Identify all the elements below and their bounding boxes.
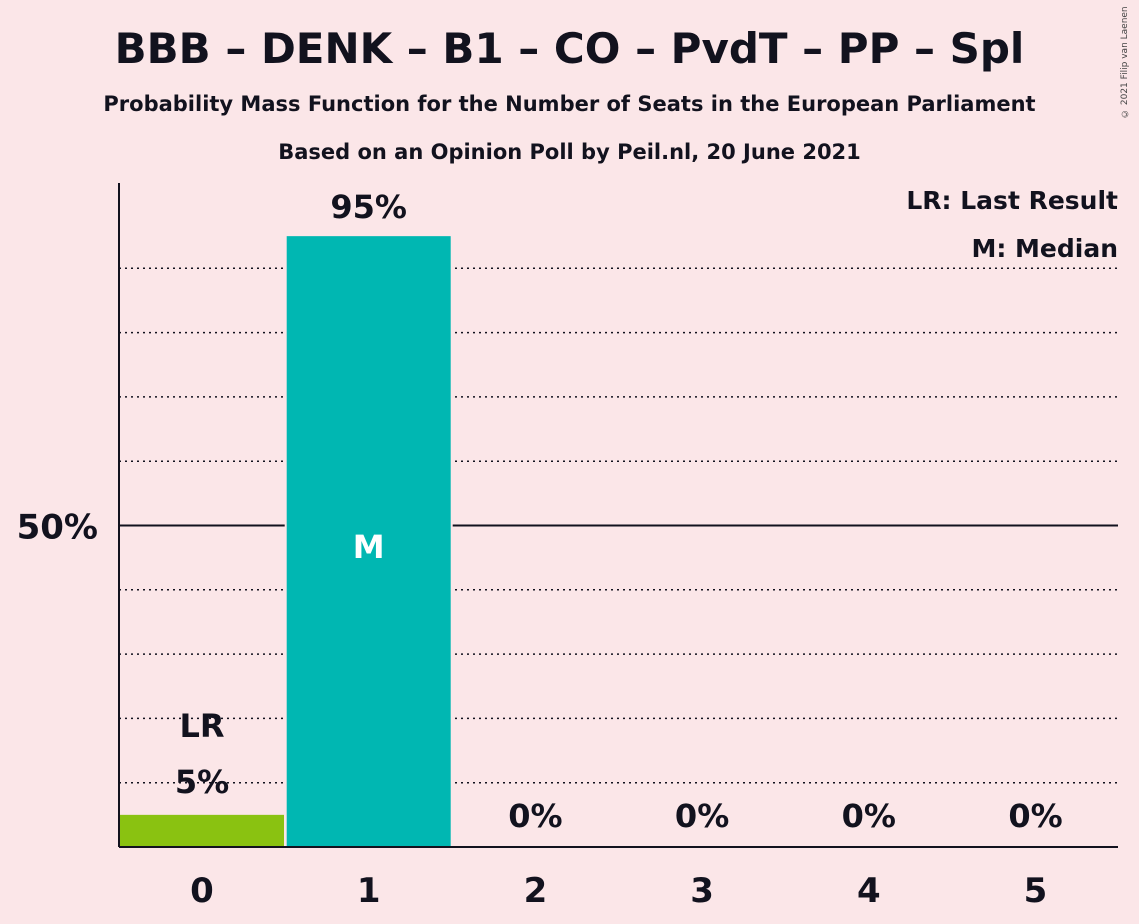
x-tick-label: 0 — [190, 871, 214, 911]
bar-seat-1 — [286, 236, 451, 847]
data-label: 0% — [842, 797, 896, 835]
axes — [118, 183, 1118, 848]
x-tick-label: 3 — [690, 871, 714, 911]
gridlines — [119, 267, 1118, 784]
data-label: 0% — [508, 797, 562, 835]
x-tick-label: 5 — [1024, 871, 1048, 911]
chart-source: Based on an Opinion Poll by Peil.nl, 20 … — [278, 140, 861, 164]
median-marker: M — [353, 528, 385, 566]
x-tick-label: 2 — [524, 871, 548, 911]
data-label: 0% — [1008, 797, 1062, 835]
labels: 50% 5% 0 95% 1 0% 2 0% 3 0% 4 0% 5 LR M — [17, 188, 1063, 911]
x-tick-label: 4 — [857, 871, 881, 911]
last-result-marker: LR — [179, 707, 224, 745]
chart-title: BBB – DENK – B1 – CO – PvdT – PP – Spl — [114, 24, 1025, 73]
x-tick-label: 1 — [357, 871, 381, 911]
legend-median: M: Median — [971, 234, 1118, 263]
data-label: 5% — [175, 763, 229, 801]
bars — [118, 234, 453, 847]
chart-subtitle: Probability Mass Function for the Number… — [103, 92, 1036, 116]
bar-seat-0 — [120, 814, 284, 847]
y-tick-label: 50% — [17, 508, 98, 548]
data-label: 95% — [330, 188, 407, 226]
data-label: 0% — [675, 797, 729, 835]
legend-last-result: LR: Last Result — [906, 186, 1118, 215]
